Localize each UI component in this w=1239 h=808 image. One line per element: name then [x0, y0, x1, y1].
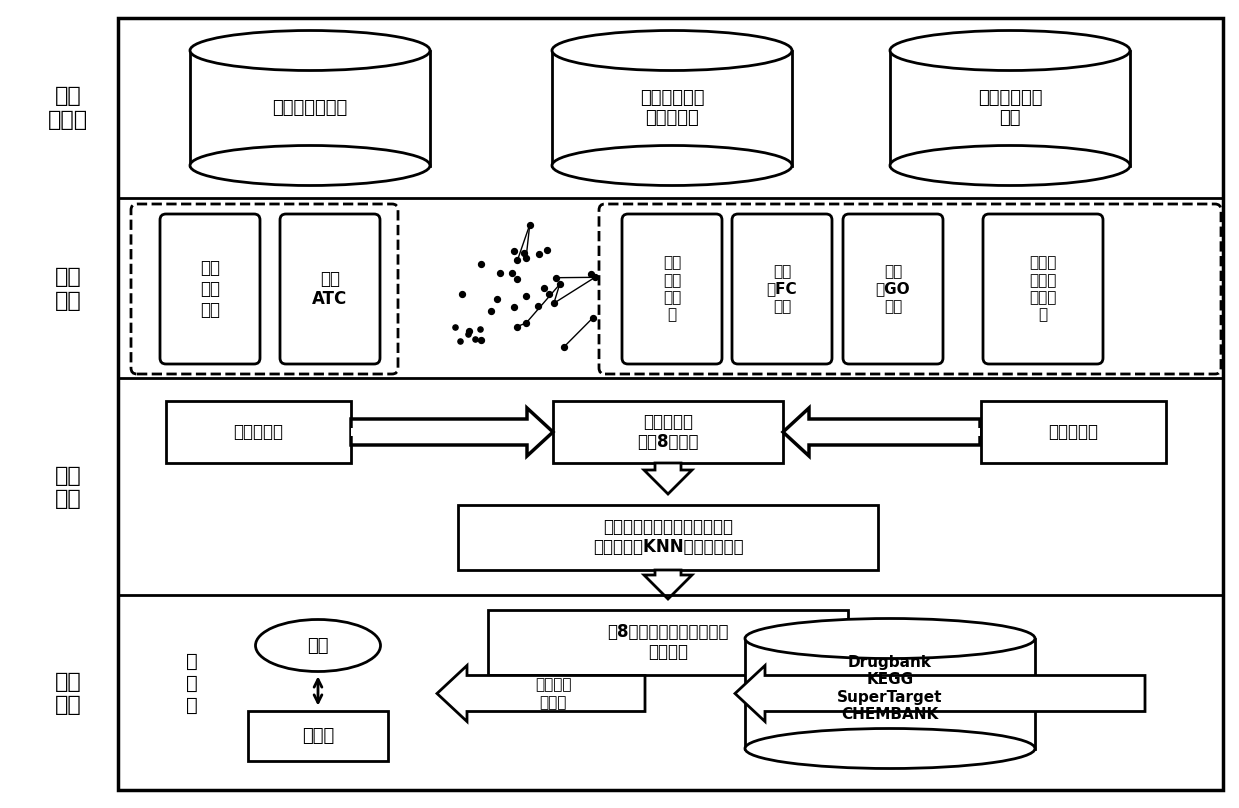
Text: 药物
结构
信息: 药物 结构 信息	[199, 259, 221, 319]
Point	[458, 327, 478, 340]
Ellipse shape	[890, 31, 1130, 70]
Text: 靶蛋
白GO
注释: 靶蛋 白GO 注释	[876, 264, 911, 314]
Point	[487, 292, 507, 305]
Point	[545, 271, 565, 284]
Ellipse shape	[190, 145, 430, 186]
Bar	[553, 50, 792, 166]
Text: 特征
提取: 特征 提取	[55, 267, 82, 310]
Text: 药物靶蛋白相
互作用关系: 药物靶蛋白相 互作用关系	[639, 89, 704, 128]
Point	[445, 321, 465, 334]
FancyBboxPatch shape	[622, 214, 722, 364]
Point	[460, 325, 479, 338]
Bar	[980, 401, 1166, 463]
Point	[450, 335, 470, 347]
Point	[504, 245, 524, 258]
Bar	[118, 18, 1223, 790]
Point	[584, 311, 603, 324]
Point	[528, 299, 548, 312]
Text: 计算
模型: 计算 模型	[55, 466, 82, 509]
Point	[514, 246, 534, 259]
Text: 靶蛋白相关数
据集: 靶蛋白相关数 据集	[978, 89, 1042, 128]
Polygon shape	[644, 570, 693, 599]
Bar	[166, 401, 351, 463]
Point	[471, 334, 491, 347]
Text: 最新数据
集验证: 最新数据 集验证	[535, 677, 571, 709]
Point	[554, 340, 574, 353]
Point	[539, 288, 559, 301]
Text: 相似性计算: 相似性计算	[233, 423, 282, 441]
Point	[544, 297, 564, 309]
Point	[470, 322, 489, 335]
FancyBboxPatch shape	[131, 204, 398, 374]
Point	[517, 317, 536, 330]
Ellipse shape	[745, 729, 1035, 768]
Polygon shape	[351, 408, 553, 456]
Bar	[745, 638, 1035, 748]
Point	[481, 305, 501, 318]
Point	[508, 254, 528, 267]
Text: 药物
ATC: 药物 ATC	[312, 270, 348, 309]
Text: Drugbank
KEGG
SuperTarget
CHEMBANK: Drugbank KEGG SuperTarget CHEMBANK	[838, 655, 943, 722]
FancyBboxPatch shape	[732, 214, 833, 364]
Ellipse shape	[745, 618, 1035, 659]
Polygon shape	[437, 666, 646, 722]
Text: 相似性计算: 相似性计算	[1048, 423, 1098, 441]
Text: 靶蛋
白序
列信
息: 靶蛋 白序 列信 息	[663, 255, 681, 322]
Polygon shape	[783, 408, 980, 456]
Text: 靶蛋白: 靶蛋白	[302, 726, 335, 744]
Point	[504, 301, 524, 314]
Text: 形成药物组或靶蛋白组，并分
两阶段使用KNN进行分类预测: 形成药物组或靶蛋白组，并分 两阶段使用KNN进行分类预测	[592, 518, 743, 557]
Polygon shape	[351, 428, 525, 436]
FancyBboxPatch shape	[280, 214, 380, 364]
Text: 靶蛋白
参与的
代谢通
路: 靶蛋白 参与的 代谢通 路	[1030, 255, 1057, 322]
Bar	[488, 609, 847, 675]
Polygon shape	[644, 463, 693, 494]
Point	[507, 320, 527, 333]
Point	[465, 333, 484, 346]
Point	[536, 244, 556, 257]
Point	[529, 248, 549, 261]
Point	[471, 258, 491, 271]
Polygon shape	[735, 666, 1145, 722]
Bar	[190, 50, 430, 166]
Polygon shape	[812, 428, 980, 436]
Text: 对8个预测结果，使用决策
模板融合: 对8个预测结果，使用决策 模板融合	[607, 623, 729, 662]
Text: 测试
模型: 测试 模型	[55, 672, 82, 715]
Bar	[890, 50, 1130, 166]
Point	[517, 290, 536, 303]
FancyBboxPatch shape	[160, 214, 260, 364]
Point	[585, 271, 605, 284]
Bar	[553, 401, 783, 463]
Ellipse shape	[553, 31, 792, 70]
Text: 药物相关数据集: 药物相关数据集	[273, 99, 348, 117]
Point	[520, 218, 540, 231]
FancyBboxPatch shape	[598, 204, 1220, 374]
FancyBboxPatch shape	[843, 214, 943, 364]
Text: 药物: 药物	[307, 637, 328, 654]
Point	[534, 281, 554, 294]
Point	[452, 287, 472, 300]
Ellipse shape	[553, 145, 792, 186]
Point	[550, 278, 570, 291]
Bar	[458, 504, 878, 570]
Text: 相似性组合
形成8组特征: 相似性组合 形成8组特征	[637, 413, 699, 452]
Bar	[248, 710, 388, 760]
Point	[491, 267, 510, 280]
Text: 新
预
测: 新 预 测	[186, 652, 198, 715]
Ellipse shape	[890, 145, 1130, 186]
Text: 靶蛋
白FC
注释: 靶蛋 白FC 注释	[767, 264, 798, 314]
Point	[581, 267, 601, 280]
Point	[508, 272, 528, 285]
FancyBboxPatch shape	[983, 214, 1103, 364]
Point	[502, 267, 522, 280]
Text: 收集
数据集: 收集 数据集	[48, 86, 88, 129]
Point	[517, 251, 536, 264]
Ellipse shape	[190, 31, 430, 70]
Ellipse shape	[255, 620, 380, 671]
